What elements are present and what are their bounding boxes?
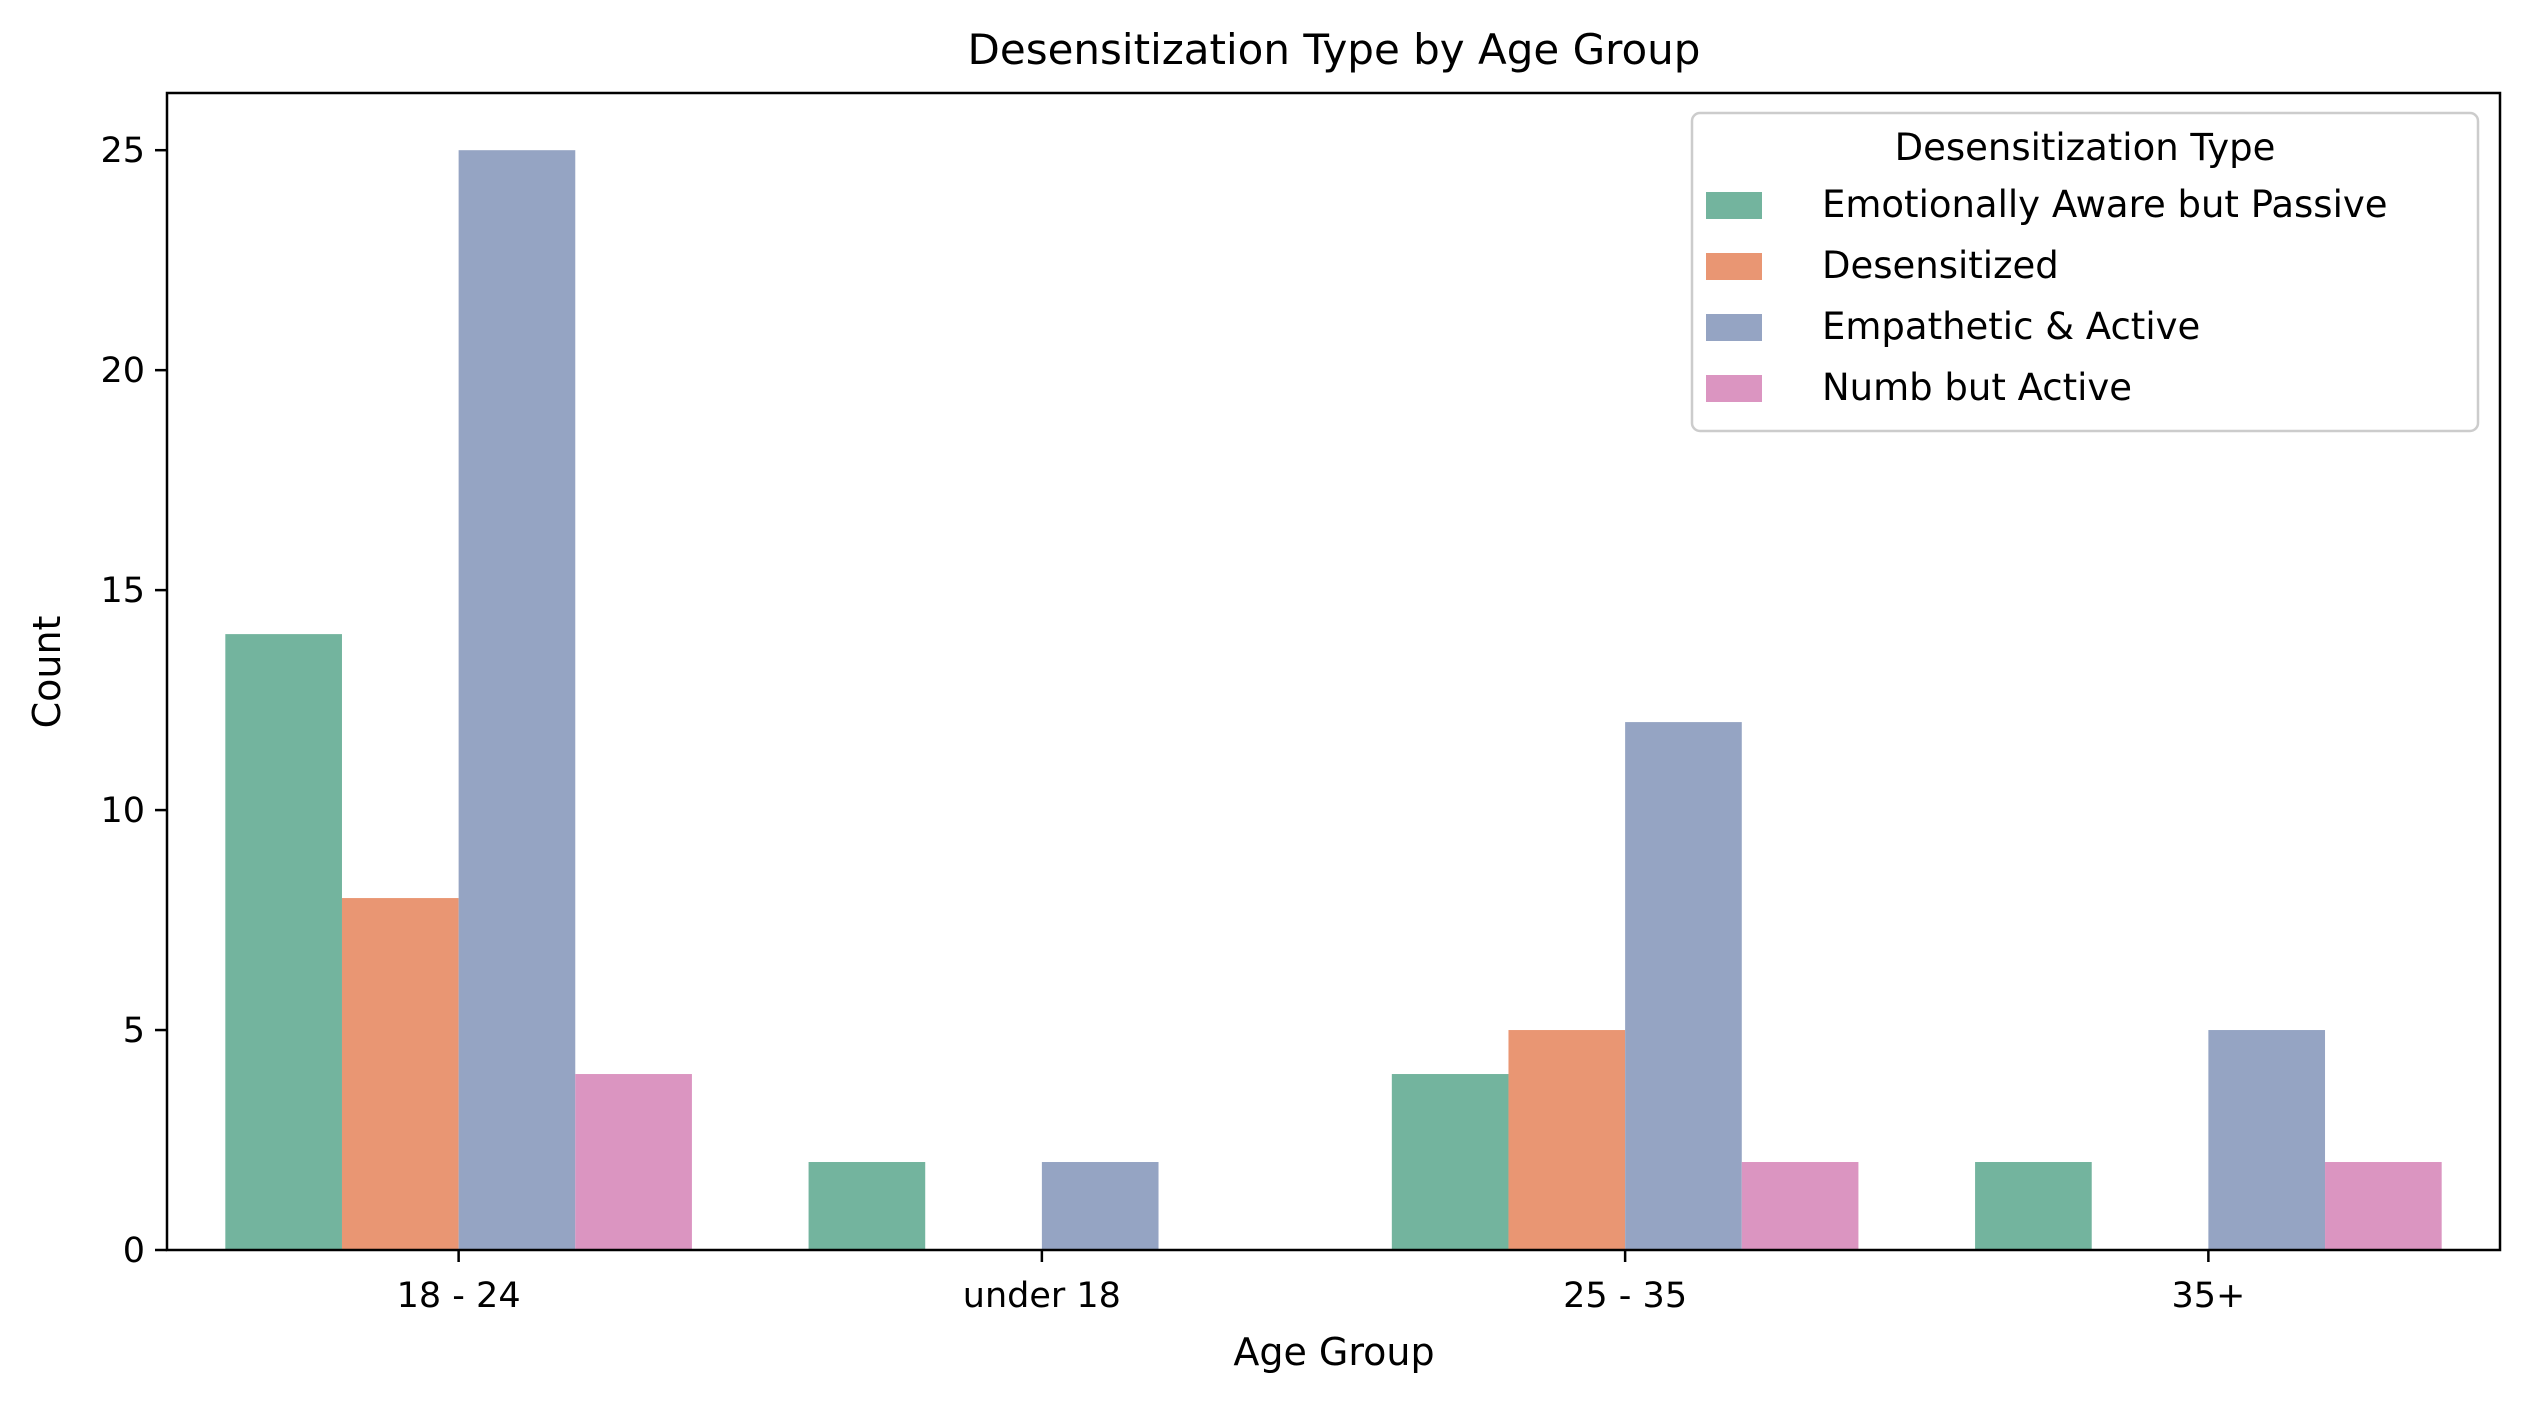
legend-label: Desensitized	[1822, 244, 2059, 287]
legend-title: Desensitization Type	[1895, 126, 2276, 169]
y-tick-label: 10	[100, 791, 145, 831]
legend: Desensitization Type Emotionally Aware b…	[1690, 111, 2480, 433]
legend-label: Emotionally Aware but Passive	[1822, 183, 2388, 226]
y-tick-label: 0	[123, 1231, 145, 1271]
x-axis-label: Age Group	[1233, 1330, 1434, 1374]
bar	[341, 898, 459, 1250]
y-tick-label: 20	[100, 351, 145, 391]
bar	[2325, 1162, 2442, 1250]
legend-swatch	[1706, 253, 1762, 280]
x-tick-label: 25 - 35	[1563, 1276, 1687, 1316]
bar	[808, 1162, 926, 1250]
x-tick-label: under 18	[963, 1276, 1121, 1316]
legend-swatch	[1706, 375, 1762, 402]
bar	[1625, 722, 1742, 1250]
bar	[1391, 1074, 1509, 1250]
bar	[1508, 1030, 1626, 1250]
bar	[458, 150, 576, 1251]
bar	[2208, 1030, 2326, 1250]
legend-swatch	[1706, 192, 1762, 219]
legend-items: Emotionally Aware but Passive Desensitize…	[1706, 183, 2388, 409]
y-axis-label: Count	[25, 616, 69, 729]
x-axis-ticks: 18 - 24 under 18 25 - 35 35+	[397, 1250, 2245, 1316]
bar	[1041, 1162, 1159, 1250]
x-tick-label: 18 - 24	[397, 1276, 521, 1316]
x-tick-label: 35+	[2171, 1276, 2245, 1316]
y-tick-label: 5	[123, 1011, 145, 1051]
bar	[1741, 1162, 1859, 1250]
legend-label: Numb but Active	[1822, 366, 2132, 409]
y-tick-label: 15	[100, 571, 145, 611]
chart-title: Desensitization Type by Age Group	[968, 25, 1701, 74]
bars-layer	[225, 150, 2442, 1251]
y-axis-ticks: 0 5 10 15 20 25	[100, 131, 167, 1271]
plot-frame	[165, 91, 2502, 1252]
legend-label: Empathetic & Active	[1822, 305, 2200, 348]
bar	[1975, 1162, 2092, 1250]
legend-swatch	[1706, 314, 1762, 341]
y-tick-label: 25	[100, 131, 145, 171]
bar	[225, 634, 342, 1250]
legend-box	[1690, 111, 2480, 433]
bar	[575, 1074, 692, 1250]
